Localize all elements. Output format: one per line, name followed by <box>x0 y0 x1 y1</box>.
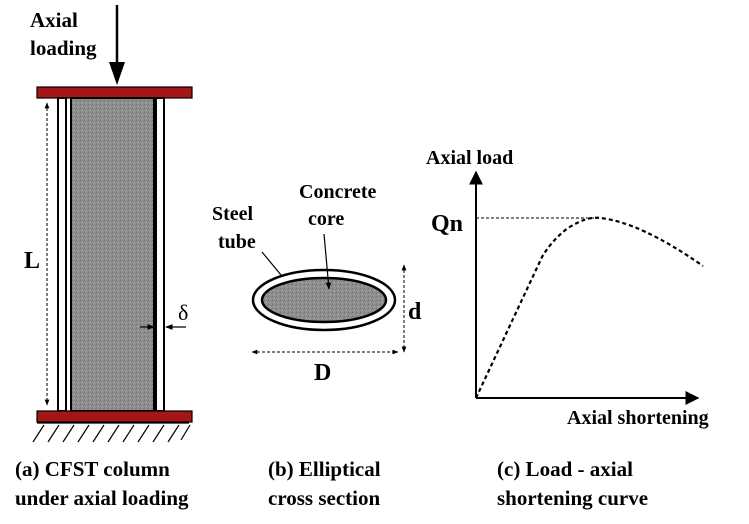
panel-c-load-curve: Axial load Axial shortening Qn (c) Load … <box>426 147 709 510</box>
minor-axis-label: d <box>408 299 422 325</box>
right-steel-wall <box>155 97 165 412</box>
concrete-core-fill <box>70 97 155 412</box>
concrete-core-ellipse <box>260 276 388 324</box>
x-axis-label: Axial shortening <box>567 407 709 429</box>
panel-b-cross-section: Steel tube Concrete core D d (b) Ellipti… <box>212 181 422 510</box>
caption-b-line1: (b) Elliptical <box>268 457 381 481</box>
axial-label-line2: loading <box>30 36 97 60</box>
thickness-label: δ <box>178 300 188 325</box>
concrete-core-leader <box>323 233 332 290</box>
concrete-core-label-line2: core <box>308 208 344 230</box>
fixed-support-hatch <box>32 422 191 443</box>
left-steel-wall <box>57 97 67 412</box>
top-loading-plate <box>36 86 193 99</box>
load-shortening-curve <box>475 216 704 399</box>
peak-load-label: Qn <box>431 211 463 237</box>
y-axis-label: Axial load <box>426 147 513 169</box>
steel-tube-label-line1: Steel <box>212 203 254 225</box>
length-label: L <box>24 248 40 274</box>
concrete-core-label-line1: Concrete <box>299 181 376 203</box>
caption-a-line1: (a) CFST column <box>15 457 170 481</box>
steel-tube-leader <box>261 251 282 276</box>
axial-label-line1: Axial <box>30 8 78 32</box>
caption-a-line2: under axial loading <box>15 486 189 510</box>
caption-b-line2: cross section <box>268 486 380 510</box>
major-axis-label: D <box>314 360 331 386</box>
caption-c-line2: shortening curve <box>497 486 648 510</box>
steel-tube-label-line2: tube <box>218 231 256 253</box>
caption-c-line1: (c) Load - axial <box>497 457 633 481</box>
panel-a-column: Axial loading <box>15 5 193 510</box>
bottom-loading-plate <box>36 410 193 423</box>
axial-load-arrow <box>109 5 125 85</box>
